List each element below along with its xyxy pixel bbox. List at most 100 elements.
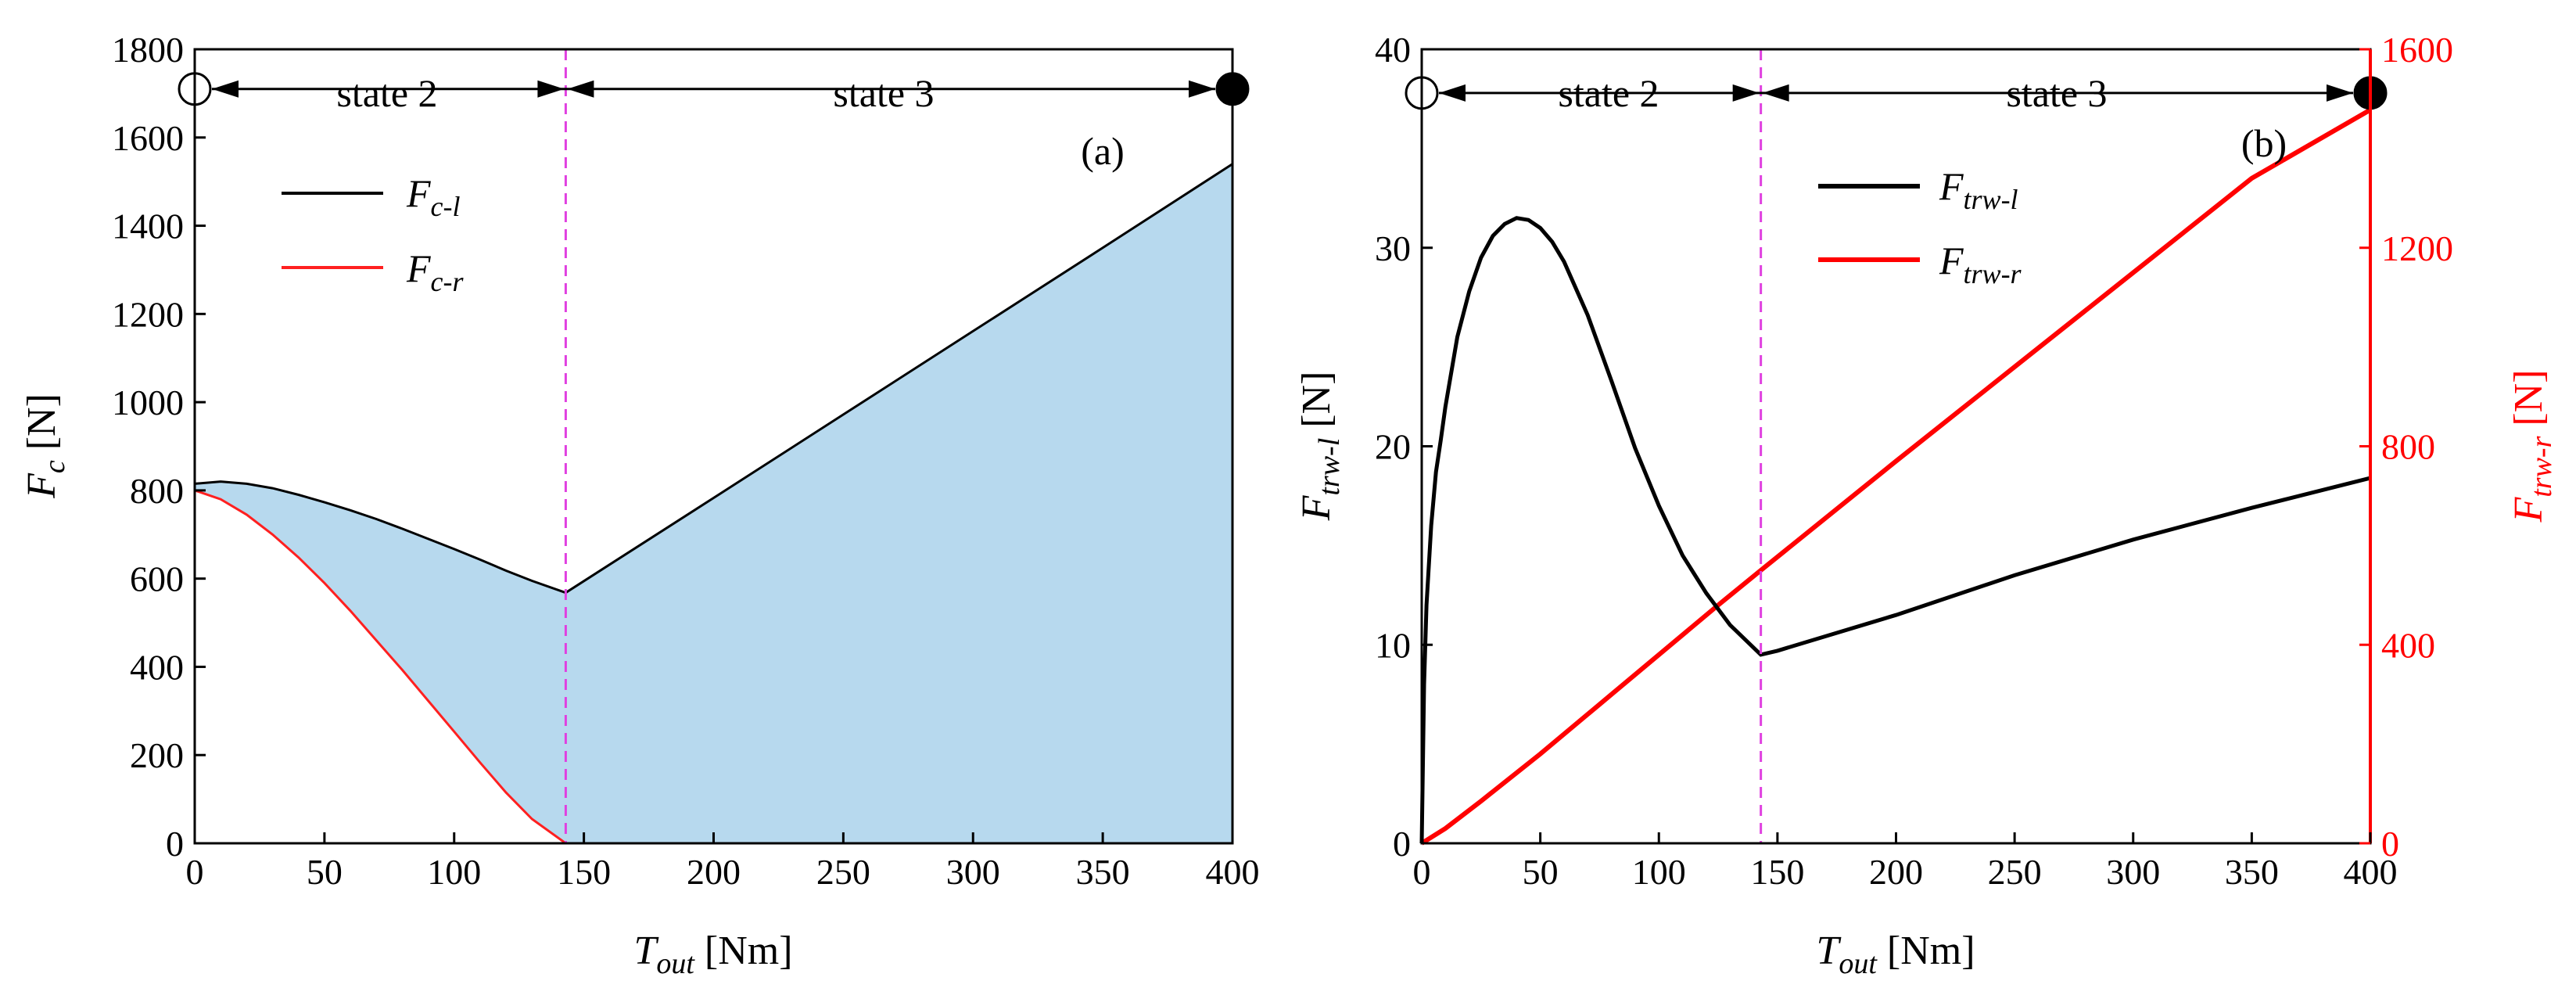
- b-ticks: 0 50 100 150 200 250 300 350 4000102030400400800…: [1375, 30, 2453, 892]
- b-legend-label-ftrwl: Ftrw-l: [1939, 164, 2018, 215]
- b-ylabel-right-unit: [N]: [2506, 369, 2551, 436]
- a-ylabel-unit: [N]: [20, 393, 64, 460]
- a-legend-label-fcr: Fc-r: [406, 246, 465, 297]
- b-legend-label-ftrwr: Ftrw-r: [1939, 239, 2022, 289]
- b-ytick-label: 1200: [2381, 228, 2453, 268]
- a-legend-fcr-sub: c-r: [431, 266, 465, 297]
- a-arrowhead-right: [1189, 80, 1215, 98]
- b-state2-label: state 2: [1558, 71, 1659, 115]
- b-ylabel-right-sub: trw-r: [2525, 436, 2558, 497]
- b-xtick-label: 0: [1413, 852, 1431, 892]
- a-ytick-label: 1000: [112, 383, 184, 422]
- a-ytick-label: 800: [130, 471, 184, 511]
- b-xtick-label: 150: [1750, 852, 1804, 892]
- a-xlabel-sub: out: [656, 947, 695, 980]
- a-xlabel-main: T: [633, 929, 658, 973]
- b-arrowhead-boundary-left: [1732, 84, 1760, 102]
- a-arrowhead-boundary-right: [567, 80, 594, 98]
- a-xlabel-unit: [Nm]: [694, 929, 793, 973]
- b-xtick-label: 400: [2344, 852, 2398, 892]
- a-ytick-label: 1600: [112, 118, 184, 158]
- a-series-fcl-line: [194, 163, 1233, 595]
- b-xtick-label: 200: [1869, 852, 1923, 892]
- b-arrowhead-boundary-right: [1762, 84, 1789, 102]
- b-plot-frame: [1420, 48, 2372, 845]
- a-ytick-label: 1800: [112, 30, 184, 70]
- a-state3-label: state 3: [833, 71, 934, 115]
- b-xlabel-sub: out: [1839, 947, 1878, 980]
- b-legend-ftrwr-main: F: [1939, 239, 1964, 282]
- a-legend-fcl-main: F: [406, 171, 431, 215]
- a-ytick-label: 200: [130, 735, 184, 775]
- a-xtick-label: 150: [557, 852, 611, 892]
- b-legend-ftrwr-sub: trw-r: [1964, 258, 2022, 289]
- b-ytick-label: 30: [1375, 228, 1411, 268]
- a-xtick-label: 100: [427, 852, 481, 892]
- b-xtick-label: 350: [2225, 852, 2279, 892]
- b-panel-label: (b): [2241, 121, 2287, 165]
- b-ytick-label: 400: [2381, 625, 2435, 665]
- a-xtick-label: 200: [687, 852, 741, 892]
- a-legend-fcr-main: F: [406, 246, 431, 290]
- a-ytick-label: 400: [130, 647, 184, 687]
- a-arrowhead-boundary-left: [537, 80, 565, 98]
- b-ylabel-left-main: F: [1294, 494, 1339, 521]
- a-series-fcr-line: [194, 489, 1232, 845]
- b-state3-label: state 3: [2006, 71, 2107, 115]
- chart-panel-a: 0 50 100 150 200 250 300 350 400 0 200 400 600 800 100…: [20, 30, 1260, 980]
- b-ytick-label: 1600: [2381, 30, 2453, 70]
- a-ylabel-main: F: [20, 472, 64, 499]
- a-xtick-label: 350: [1076, 852, 1130, 892]
- a-ytick-label: 1200: [112, 294, 184, 334]
- b-ytick-label: 10: [1375, 625, 1411, 665]
- b-ytick-label: 0: [1393, 824, 1411, 864]
- a-xtick-label: 50: [307, 852, 343, 892]
- a-fill-region: [195, 163, 1232, 844]
- a-xtick-label: 300: [946, 852, 1000, 892]
- b-ytick-label: 800: [2381, 427, 2435, 467]
- b-series-ftrwr-line: [1420, 107, 2372, 846]
- b-x-axis-label: Tout [Nm]: [1816, 929, 1975, 980]
- b-arrowhead-left: [1439, 84, 1466, 102]
- b-xtick-label: 50: [1523, 852, 1559, 892]
- b-legend-ftrwl-main: F: [1939, 164, 1964, 208]
- a-arrowhead-left: [212, 80, 239, 98]
- a-fill-layer: [195, 163, 1232, 844]
- b-xtick-label: 300: [2106, 852, 2160, 892]
- a-xtick-label: 0: [186, 852, 204, 892]
- b-ytick-label: 20: [1375, 427, 1411, 467]
- a-xtick-label: 250: [816, 852, 870, 892]
- a-ytick-label: 0: [166, 824, 184, 864]
- a-x-axis-label: Tout [Nm]: [633, 929, 792, 980]
- b-xlabel-main: T: [1816, 929, 1841, 973]
- b-ytick-label: 0: [2381, 824, 2399, 864]
- a-ylabel-sub: c: [38, 460, 71, 473]
- a-xtick-label: 400: [1206, 852, 1260, 892]
- a-ytick-label: 1400: [112, 207, 184, 246]
- a-state-layer: [178, 49, 1250, 843]
- a-legend-fcl-sub: c-l: [431, 191, 461, 222]
- a-ticks: 0 50 100 150 200 250 300 350 400 0 200 400 600 800 100…: [112, 30, 1260, 892]
- chart-panel-b: 0 50 100 150 200 250 300 350 4000102030400400800…: [1294, 30, 2558, 980]
- b-ytick-label: 40: [1375, 30, 1411, 70]
- b-xlabel-unit: [Nm]: [1877, 929, 1975, 973]
- b-ylabel-left-unit: [N]: [1294, 372, 1339, 438]
- a-legend-label-fcl: Fc-l: [406, 171, 461, 222]
- b-arrowhead-right: [2327, 84, 2353, 102]
- b-xtick-label: 250: [1988, 852, 2042, 892]
- b-legend-ftrwl-sub: trw-l: [1964, 184, 2018, 215]
- b-xtick-label: 100: [1632, 852, 1686, 892]
- a-series-layer: [194, 163, 1233, 845]
- b-state-layer: [1405, 49, 2388, 843]
- b-left-y-axis-label: Ftrw-l [N]: [1294, 372, 1346, 522]
- b-series-layer: [1419, 107, 2372, 846]
- b-ylabel-right-main: F: [2506, 497, 2551, 523]
- a-panel-label: (a): [1081, 129, 1125, 173]
- b-series-ftrwl-line: [1419, 216, 2371, 844]
- a-ytick-label: 600: [130, 559, 184, 599]
- b-ylabel-left-sub: trw-l: [1313, 438, 1346, 496]
- a-state2-label: state 2: [336, 71, 437, 115]
- b-right-y-axis-label: Ftrw-r [N]: [2506, 369, 2558, 523]
- a-y-axis-label: Fc [N]: [20, 393, 71, 499]
